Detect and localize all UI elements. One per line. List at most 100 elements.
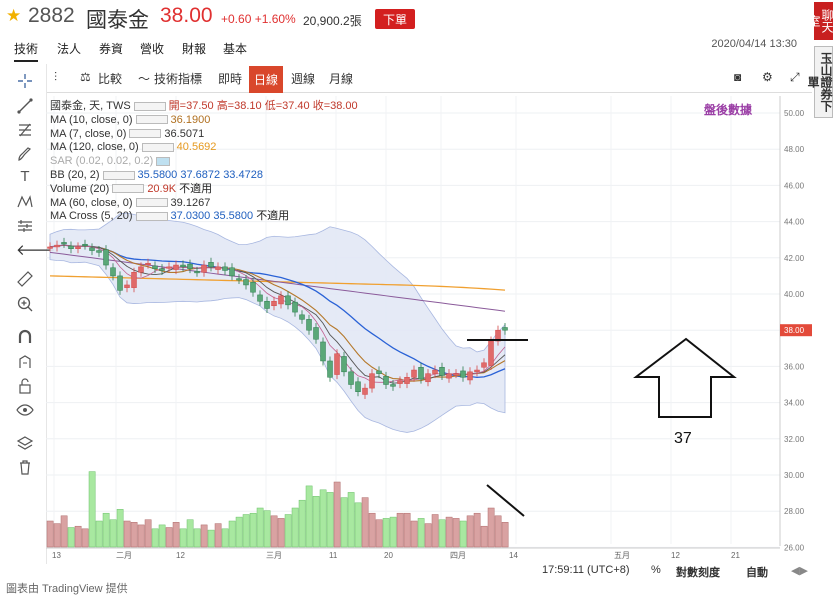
candle-body — [173, 264, 179, 270]
fullscreen-icon[interactable]: ⤢ — [790, 70, 800, 84]
volume-bar — [74, 525, 82, 548]
price-tick-label: 44.00 — [784, 218, 805, 227]
volume-bar — [256, 507, 264, 548]
indicators-button[interactable]: 技術指標 — [154, 72, 203, 86]
candle-body — [362, 387, 368, 395]
broker-order-button[interactable]: 玉山證券下單 — [806, 46, 833, 118]
zoom-in-icon[interactable] — [16, 295, 34, 313]
trash-icon[interactable] — [16, 458, 34, 476]
volume-bar — [298, 499, 306, 548]
legend-controls-icon[interactable] — [112, 184, 145, 194]
volume-bar — [95, 520, 103, 548]
layers-icon[interactable] — [16, 434, 34, 452]
tab-institutional[interactable]: 法人 — [57, 42, 82, 56]
lock-drawing-icon[interactable] — [16, 353, 34, 371]
legend-ma120: MA (120, close, 0) 40.5692 — [50, 141, 217, 154]
volume-bar — [396, 512, 404, 548]
legend-controls-icon[interactable] — [102, 170, 135, 180]
weekly-button[interactable]: 週線 — [291, 72, 316, 86]
candle-body — [68, 245, 74, 250]
text-tool-icon[interactable]: T — [20, 168, 30, 185]
trend-line-icon[interactable] — [16, 97, 34, 115]
fib-tool-icon[interactable] — [16, 121, 34, 139]
time-tick-label: 三月 — [266, 551, 282, 560]
daily-button[interactable]: 日線 — [249, 66, 284, 93]
indicator-icon[interactable]: 〜 — [138, 72, 151, 86]
tab-basic[interactable]: 基本 — [223, 42, 248, 56]
brush-icon[interactable] — [16, 145, 34, 163]
volume-bar — [459, 520, 467, 548]
legend-ma60: MA (60, close, 0) 39.1267 — [50, 196, 211, 209]
volume-bar — [403, 512, 411, 548]
time-tick-label: 20 — [384, 551, 393, 560]
volume-bar — [221, 528, 229, 548]
candle-body — [54, 244, 60, 248]
prediction-icon[interactable] — [16, 217, 34, 235]
legend-controls-icon[interactable] — [129, 129, 162, 139]
crosshair-icon[interactable] — [16, 72, 34, 90]
candle-body — [138, 266, 144, 273]
legend-bb: BB (20, 2) 35.5800 37.6872 33.4728 — [50, 168, 263, 181]
candle-body — [229, 267, 235, 277]
gear-icon[interactable]: ⚙ — [762, 70, 773, 84]
price-tick-label: 34.00 — [784, 399, 805, 408]
camera-icon[interactable]: ◙ — [734, 70, 742, 84]
legend-controls-icon[interactable] — [135, 198, 168, 208]
log-scale-toggle[interactable]: 對數刻度 — [676, 567, 720, 579]
chart-type-icon[interactable]: ⫶ — [54, 70, 58, 84]
candle-body — [89, 247, 95, 251]
favorite-star-icon[interactable]: ★ — [6, 6, 22, 25]
volume-bar — [424, 523, 432, 548]
chat-room-button[interactable]: 聊天室 — [807, 2, 834, 40]
volume-bar — [151, 528, 159, 548]
legend-controls-icon[interactable] — [135, 211, 168, 221]
chart-grid — [46, 96, 780, 548]
tab-financials[interactable]: 財報 — [182, 42, 207, 56]
legend-volume: Volume (20) 20.9K 不適用 — [50, 182, 213, 195]
legend-ma7: MA (7, close, 0) 36.5071 — [50, 127, 205, 140]
compare-button[interactable]: 比較 — [98, 72, 123, 86]
volume-bar — [480, 525, 488, 548]
lock-icon[interactable] — [16, 377, 34, 395]
scroll-icon[interactable]: ◀▶ — [791, 565, 808, 577]
volume-bar — [319, 489, 327, 548]
tab-margin[interactable]: 券資 — [99, 42, 124, 56]
intraday-button[interactable]: 即時 — [218, 72, 243, 86]
eye-icon[interactable] — [16, 401, 34, 419]
percent-toggle[interactable]: % — [651, 564, 661, 576]
candle-body — [110, 267, 116, 277]
tab-revenue[interactable]: 營收 — [140, 42, 165, 56]
pattern-icon[interactable] — [16, 193, 34, 211]
candle-body — [180, 264, 186, 268]
legend-controls-icon[interactable] — [135, 115, 168, 125]
ma60-line — [49, 251, 506, 312]
auto-scale-toggle[interactable]: 自動 — [746, 567, 768, 579]
legend-controls-icon[interactable] — [141, 142, 174, 152]
legend-controls-icon[interactable] — [156, 156, 171, 166]
magnet-icon[interactable] — [16, 328, 34, 346]
order-button[interactable]: 下單 — [375, 9, 415, 29]
volume-bar — [263, 510, 271, 548]
clock: 17:59:11 (UTC+8) — [542, 564, 630, 576]
volume-bar — [158, 524, 166, 548]
volume-bar — [67, 527, 75, 548]
legend-controls-icon[interactable] — [133, 101, 166, 111]
candle-body — [460, 370, 466, 378]
time-tick-label: 14 — [509, 551, 518, 560]
candle-body — [432, 369, 438, 374]
ruler-icon[interactable] — [16, 270, 34, 288]
volume-bar — [81, 528, 89, 548]
volume-bar — [88, 471, 96, 548]
back-arrow-icon[interactable]: 🡐 — [16, 242, 57, 259]
volume-bar — [172, 522, 180, 548]
price-chart[interactable]: 50.00 48.00 46.00 44.00 42.00 40.00 38.00 36.00… — [46, 96, 812, 562]
candle-body — [278, 295, 284, 305]
candle-body — [131, 272, 137, 288]
tab-technical[interactable]: 技術 — [14, 40, 39, 62]
candle-body — [82, 243, 88, 246]
monthly-button[interactable]: 月線 — [329, 72, 354, 86]
annotation-number: 37 — [674, 430, 692, 447]
legend-ma-cross: MA Cross (5, 20) 37.0300 35.5800 不適用 — [50, 210, 290, 223]
user-drawings — [467, 337, 737, 517]
compare-icon[interactable]: ⚖ — [80, 70, 91, 84]
